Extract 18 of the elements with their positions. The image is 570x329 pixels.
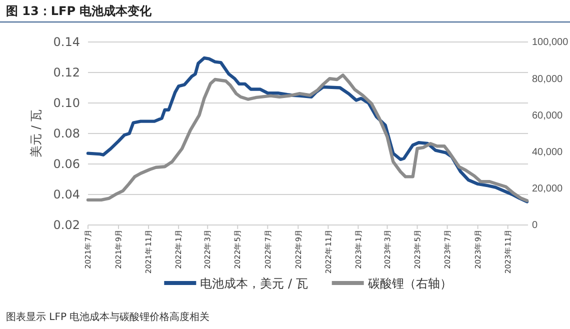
y2-tick-label: 100,000 — [532, 37, 569, 48]
y-axis-title: 美元 / 瓦 — [29, 110, 43, 158]
y-tick-label: 0.02 — [53, 218, 80, 232]
y2-tick-label: 80,000 — [532, 74, 564, 85]
text: 图表显示 LFP 电池成本与碳酸锂价格高度相关 — [6, 311, 210, 323]
y2-tick-label: 20,000 — [532, 184, 564, 195]
y-tick-label: 0.04 — [53, 187, 80, 202]
y-tick-label: 0.10 — [53, 96, 80, 110]
y-tick-label: 0.12 — [53, 65, 80, 80]
y-tick-label: 0.06 — [53, 156, 80, 171]
y2-tick-label: 0 — [532, 220, 538, 232]
y-tick-label: 0.08 — [53, 126, 80, 140]
y2-tick-label: 60,000 — [532, 110, 564, 122]
y-tick-label: 0.14 — [53, 34, 80, 49]
legend-label: 电池成本，美元 / 瓦 — [200, 276, 308, 290]
y2-tick-label: 40,000 — [532, 147, 564, 158]
legend-label: 碳酸锂（右轴） — [366, 276, 452, 290]
chart-title: 图 13：LFP 电池成本变化 — [6, 4, 153, 18]
